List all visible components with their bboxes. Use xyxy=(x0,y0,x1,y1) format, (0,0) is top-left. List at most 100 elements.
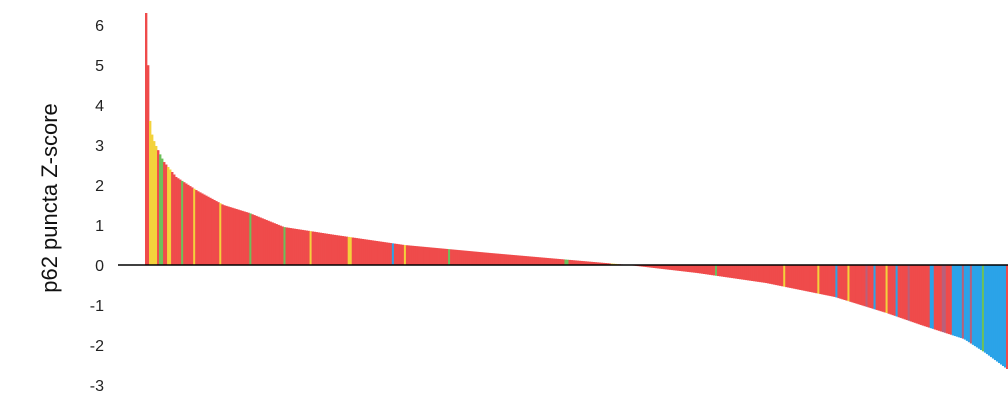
bar xyxy=(492,253,495,265)
bar xyxy=(383,242,387,265)
bar xyxy=(151,134,154,265)
bar xyxy=(582,261,585,265)
bar xyxy=(187,184,190,265)
bar xyxy=(648,265,652,268)
bar xyxy=(484,252,487,265)
bar xyxy=(177,178,180,265)
bar xyxy=(239,210,242,265)
bar xyxy=(293,228,296,265)
bar xyxy=(544,257,547,265)
bar xyxy=(803,265,806,291)
bar xyxy=(584,261,587,265)
bar xyxy=(674,265,678,271)
bar xyxy=(399,244,403,265)
bar xyxy=(817,265,820,294)
bar xyxy=(841,265,844,300)
bar xyxy=(650,265,654,268)
bar xyxy=(287,227,290,265)
bar xyxy=(419,246,423,265)
bar xyxy=(213,199,216,265)
bar xyxy=(357,238,361,265)
bar xyxy=(901,265,904,319)
bar xyxy=(795,265,798,290)
bar xyxy=(945,265,949,334)
bar xyxy=(223,205,226,265)
bar xyxy=(789,265,792,288)
bar xyxy=(757,265,760,282)
bar xyxy=(436,248,439,265)
bar xyxy=(955,265,959,337)
bar xyxy=(947,265,951,335)
bar xyxy=(215,201,218,265)
bar xyxy=(241,210,244,265)
bar xyxy=(893,265,896,316)
y-tick-label: -2 xyxy=(90,338,104,355)
bar xyxy=(179,179,182,265)
y-tick-label: -1 xyxy=(90,298,104,315)
bar xyxy=(743,265,746,280)
bar xyxy=(825,265,828,296)
bar xyxy=(468,251,471,265)
bar xyxy=(173,174,176,265)
bar xyxy=(714,265,718,276)
bar xyxy=(329,234,332,265)
bar xyxy=(676,265,680,271)
bar xyxy=(145,13,148,265)
bar xyxy=(977,265,981,349)
bar xyxy=(951,265,955,336)
bar xyxy=(448,249,451,265)
bar xyxy=(454,249,457,265)
bar xyxy=(863,265,866,307)
y-tick-label: 1 xyxy=(95,218,104,235)
bar xyxy=(277,224,280,265)
bar xyxy=(999,265,1003,365)
bar xyxy=(486,252,489,265)
bar xyxy=(845,265,848,301)
bar xyxy=(660,265,664,269)
bar xyxy=(927,265,931,328)
bar xyxy=(197,191,200,265)
bar xyxy=(1005,265,1008,369)
bar xyxy=(883,265,886,313)
bar xyxy=(943,265,947,333)
bar xyxy=(909,265,913,322)
bar xyxy=(698,265,702,274)
bar xyxy=(249,213,252,265)
bar xyxy=(891,265,894,316)
bar xyxy=(741,265,744,280)
bar xyxy=(851,265,854,303)
bar xyxy=(309,231,312,265)
bar xyxy=(929,265,933,329)
bar xyxy=(646,265,650,268)
bar xyxy=(690,265,694,273)
bar xyxy=(917,265,921,325)
bar xyxy=(937,265,941,331)
bar xyxy=(387,242,391,265)
bar xyxy=(432,247,435,265)
bar xyxy=(823,265,826,295)
bar xyxy=(442,248,445,265)
bar xyxy=(745,265,748,281)
bar xyxy=(185,183,188,265)
bar xyxy=(941,265,945,333)
bar xyxy=(969,265,973,344)
y-tick-label: -3 xyxy=(90,378,104,394)
bar xyxy=(279,225,282,265)
bar xyxy=(785,265,788,288)
bar xyxy=(598,262,601,265)
bar xyxy=(235,208,238,265)
bar xyxy=(747,265,750,281)
bar xyxy=(165,164,168,265)
bar xyxy=(899,265,902,318)
bar xyxy=(696,265,700,274)
bar xyxy=(508,254,511,265)
bar xyxy=(719,265,722,277)
bar xyxy=(155,145,158,265)
bar xyxy=(654,265,658,269)
bar xyxy=(409,245,413,265)
y-tick-label: 2 xyxy=(95,178,104,195)
bar xyxy=(281,226,284,265)
bar xyxy=(801,265,804,291)
bar xyxy=(572,260,575,265)
